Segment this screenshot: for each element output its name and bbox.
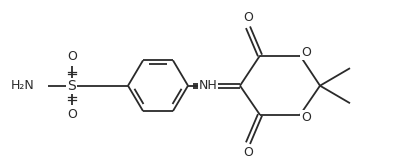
Text: H₂N: H₂N xyxy=(11,79,35,92)
Text: O: O xyxy=(301,46,311,59)
Text: O: O xyxy=(243,146,253,159)
Text: O: O xyxy=(301,111,311,124)
Text: O: O xyxy=(243,11,253,24)
Text: S: S xyxy=(68,79,76,93)
Text: O: O xyxy=(67,108,77,121)
Text: NH: NH xyxy=(199,79,217,92)
Text: O: O xyxy=(67,50,77,63)
